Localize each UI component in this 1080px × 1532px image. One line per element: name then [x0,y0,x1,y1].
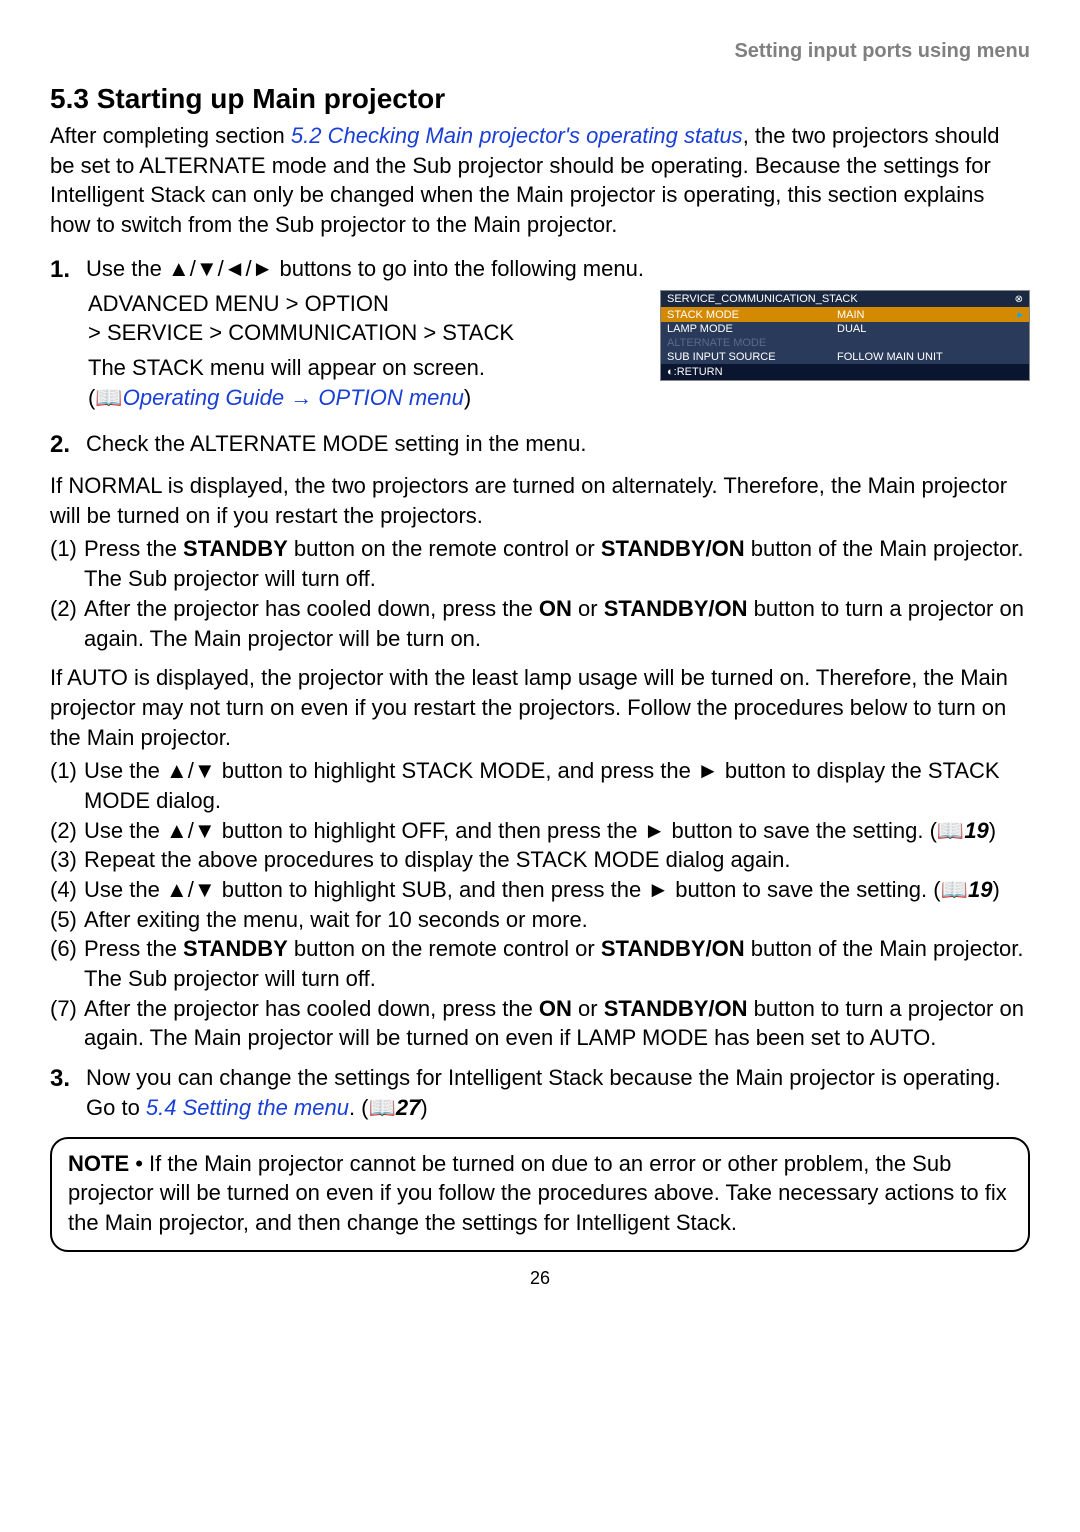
s3-pg: 27 [396,1095,420,1120]
stack-menu-row-selected: STACK MODE MAIN ▸ [661,307,1029,322]
a7-on: ON [539,996,572,1021]
a6-standbyon: STANDBY/ON [601,936,745,961]
step-1-text: Use the ▲/▼/◄/► buttons to go into the f… [86,254,644,286]
og-open: (📖 [88,385,123,410]
a2-a: Use the ▲/▼ button to highlight OFF, and… [84,818,964,843]
auto-step-7: (7)After the projector has cooled down, … [50,994,1030,1053]
a4-a: Use the ▲/▼ button to highlight SUB, and… [84,877,968,902]
normal-paragraph: If NORMAL is displayed, the two projecto… [50,471,1030,530]
auto-step-1: (1)Use the ▲/▼ button to highlight STACK… [50,756,1030,815]
auto-step-6: (6)Press the STANDBY button on the remot… [50,934,1030,993]
a5-num: (5) [50,905,84,935]
menu-path-line-2: > SERVICE > COMMUNICATION > STACK [88,319,650,348]
a7-standbyon: STANDBY/ON [604,996,748,1021]
operating-guide-ref: (📖Operating Guide → OPTION menu) [88,383,650,413]
close-icon: ⊗ [1015,294,1023,305]
page-number: 26 [50,1268,1030,1289]
s3-b: . (📖 [349,1095,396,1120]
n1-standbyon: STANDBY/ON [601,536,745,561]
a6-c: button on the remote control or [288,936,601,961]
n2-c: or [572,596,604,621]
normal-step-2: (2) After the projector has cooled down,… [50,594,1030,653]
link-5-4[interactable]: 5.4 Setting the menu [146,1095,349,1120]
stack-menu-row-lamp: LAMP MODE DUAL [661,322,1029,336]
n2-standbyon: STANDBY/ON [604,596,748,621]
note-text: • If the Main projector cannot be turned… [68,1151,1007,1235]
step-2-text: Check the ALTERNATE MODE setting in the … [86,429,587,461]
lamp-mode-value: DUAL [837,323,1023,335]
a4-num: (4) [50,875,84,905]
n2-num: (2) [50,594,84,653]
section-heading: 5.3 Starting up Main projector [50,83,1030,115]
n1-c: button on the remote control or [288,536,601,561]
step-3: 3. Now you can change the settings for I… [50,1063,1030,1122]
a5-text: After exiting the menu, wait for 10 seco… [84,905,1030,935]
step-2-number: 2. [50,429,76,461]
stack-menu-header: SERVICE_COMMUNICATION_STACK ⊗ [661,291,1029,307]
stack-menu-screenshot: SERVICE_COMMUNICATION_STACK ⊗ STACK MODE… [660,290,1030,381]
note-box: NOTE • If the Main projector cannot be t… [50,1137,1030,1252]
auto-step-2: (2)Use the ▲/▼ button to highlight OFF, … [50,816,1030,846]
a2-c: ) [989,818,996,843]
auto-step-3: (3)Repeat the above procedures to displa… [50,845,1030,875]
a4-pg: 19 [968,877,992,902]
step-1: 1. Use the ▲/▼/◄/► buttons to go into th… [50,254,1030,286]
n1-standby: STANDBY [183,536,288,561]
stack-menu-row-alt: ALTERNATE MODE [661,336,1029,350]
n1-num: (1) [50,534,84,593]
n2-on: ON [539,596,572,621]
stack-mode-label: STACK MODE [667,309,837,321]
step-3-number: 3. [50,1063,76,1122]
note-label: NOTE [68,1151,129,1176]
stack-menu-row-sub: SUB INPUT SOURCE FOLLOW MAIN UNIT [661,350,1029,364]
normal-step-1: (1) Press the STANDBY button on the remo… [50,534,1030,593]
a4-c: ) [992,877,999,902]
intro-text-pre: After completing section [50,123,291,148]
sub-input-value: FOLLOW MAIN UNIT [837,351,1023,363]
og-close: ) [464,385,471,410]
lamp-mode-label: LAMP MODE [667,323,837,335]
n2-a: After the projector has cooled down, pre… [84,596,539,621]
a3-text: Repeat the above procedures to display t… [84,845,1030,875]
step-1-number: 1. [50,254,76,286]
auto-step-5: (5)After exiting the menu, wait for 10 s… [50,905,1030,935]
a7-c: or [572,996,604,1021]
normal-sublist: (1) Press the STANDBY button on the remo… [50,534,1030,653]
stack-menu-return: ◐:RETURN [661,364,1029,380]
operating-guide-link[interactable]: Operating Guide → OPTION menu [123,385,464,410]
alternate-mode-value [837,337,1023,349]
s3-c: ) [420,1095,427,1120]
a7-a: After the projector has cooled down, pre… [84,996,539,1021]
a1-num: (1) [50,756,84,815]
menu-note: The STACK menu will appear on screen. [88,353,650,383]
a1-text: Use the ▲/▼ button to highlight STACK MO… [84,756,1030,815]
step-3-text: Now you can change the settings for Inte… [86,1063,1030,1122]
a6-a: Press the [84,936,183,961]
a2-pg: 19 [964,818,988,843]
step-2: 2. Check the ALTERNATE MODE setting in t… [50,429,1030,461]
stack-menu-title: SERVICE_COMMUNICATION_STACK [667,293,858,305]
a6-num: (6) [50,934,84,993]
a6-standby: STANDBY [183,936,288,961]
sub-input-label: SUB INPUT SOURCE [667,351,837,363]
n1-a: Press the [84,536,183,561]
menu-path-line-1: ADVANCED MENU > OPTION [88,290,650,319]
a2-num: (2) [50,816,84,846]
arrow-right-icon: ▸ [1017,308,1023,321]
intro-paragraph: After completing section 5.2 Checking Ma… [50,121,1030,240]
a3-num: (3) [50,845,84,875]
link-5-2[interactable]: 5.2 Checking Main projector's operating … [291,123,743,148]
auto-paragraph: If AUTO is displayed, the projector with… [50,663,1030,752]
alternate-mode-label: ALTERNATE MODE [667,337,837,349]
page-header: Setting input ports using menu [50,40,1030,63]
auto-step-4: (4)Use the ▲/▼ button to highlight SUB, … [50,875,1030,905]
auto-sublist: (1)Use the ▲/▼ button to highlight STACK… [50,756,1030,1053]
stack-mode-value: MAIN [837,309,865,321]
a7-num: (7) [50,994,84,1053]
